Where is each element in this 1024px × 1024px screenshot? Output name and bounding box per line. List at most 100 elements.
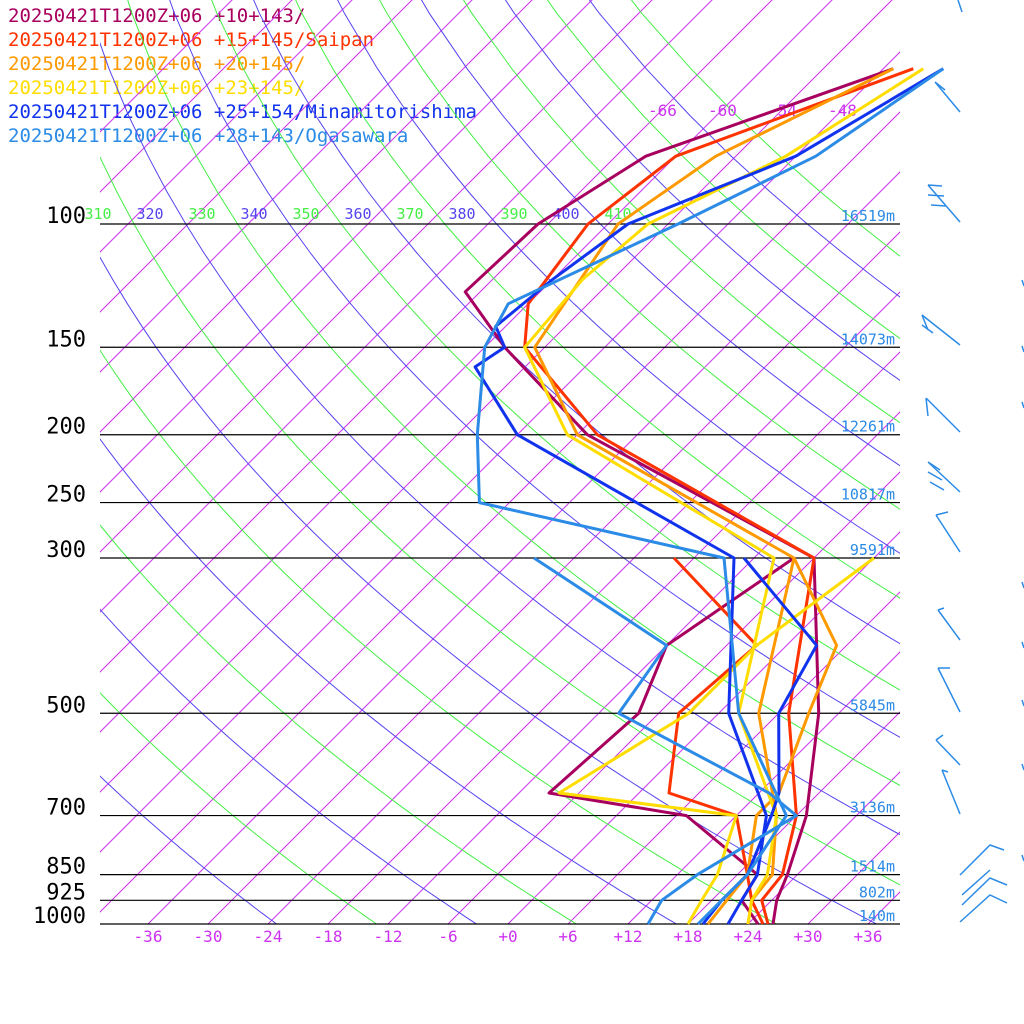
theta-label: 310	[84, 205, 111, 223]
x-tick-label: +18	[674, 927, 703, 946]
isotherm	[507, 531, 900, 924]
isotherm	[100, 0, 533, 433]
dry-adiabat	[100, 349, 777, 924]
x-tick-label: +36	[854, 927, 883, 946]
dewpoint-line	[706, 557, 839, 925]
temperature-line	[473, 67, 945, 925]
pressure-label: 300	[46, 538, 86, 563]
pressure-label: 850	[46, 855, 86, 880]
pressure-label: 250	[46, 483, 86, 508]
dry-adiabat	[588, 0, 900, 298]
temperature-line	[475, 67, 945, 926]
x-tick-label: -18	[314, 927, 343, 946]
wind-barb	[961, 869, 1008, 906]
dry-adiabat	[100, 438, 677, 924]
pressure-label: 100	[46, 204, 86, 229]
isotherm	[100, 0, 893, 793]
legend-entry: 20250421T1200Z+06 +28+143/Ogasawara	[8, 125, 409, 147]
temperature-line	[463, 67, 894, 925]
height-label: 1514m	[850, 858, 895, 876]
x-tick-label: -36	[134, 927, 163, 946]
theta-label: 350	[292, 205, 319, 223]
isotherm	[100, 0, 773, 673]
dry-adiabat	[337, 0, 900, 554]
wind-barb	[925, 397, 961, 433]
theta-label: 340	[240, 205, 267, 223]
pressure-label: 500	[46, 693, 86, 718]
wind-barb	[927, 461, 961, 493]
x-tick-label: -30	[194, 927, 223, 946]
pressure-label: 700	[46, 796, 86, 821]
pressure-label: 925	[46, 880, 86, 905]
dry-adiabat	[100, 256, 877, 924]
isotherm	[327, 351, 900, 924]
grid	[100, 0, 900, 924]
theta-label: 370	[396, 205, 423, 223]
pressure-label: 200	[46, 415, 86, 440]
isotherm	[100, 0, 413, 313]
wind-barb	[959, 844, 1005, 876]
legend-entry: 20250421T1200Z+06 +15+145/Saipan	[8, 29, 375, 51]
height-label: 5845m	[850, 696, 895, 714]
height-label: 16519m	[841, 207, 895, 225]
wind-barbs	[921, 0, 1024, 923]
x-tick-label: +12	[614, 927, 643, 946]
dry-adiabat	[630, 0, 900, 257]
wind-barb	[934, 81, 961, 113]
isotherm	[867, 891, 900, 924]
theta-label: 390	[500, 205, 527, 223]
dry-adiabat	[100, 692, 377, 924]
x-tick-label: +24	[734, 927, 763, 946]
dry-adiabat	[100, 156, 900, 886]
dry-adiabat	[100, 775, 277, 924]
height-label: 12261m	[841, 418, 895, 436]
profiles	[463, 67, 945, 926]
isotherm-label: -66	[648, 101, 677, 120]
dry-adiabat	[100, 524, 577, 924]
isotherm	[100, 0, 713, 613]
temperature-line	[523, 67, 925, 925]
height-label: 10817m	[841, 486, 895, 504]
height-label: 3136m	[850, 799, 895, 817]
isotherm	[100, 0, 293, 193]
temperature-line	[523, 67, 914, 925]
isotherm	[100, 0, 353, 253]
isotherm	[447, 471, 900, 924]
theta-label: 330	[188, 205, 215, 223]
theta-label: 380	[448, 205, 475, 223]
theta-label: 360	[344, 205, 371, 223]
isotherm	[687, 711, 900, 924]
height-label: 9591m	[850, 541, 895, 559]
wind-barb	[935, 734, 961, 766]
x-tick-label: +6	[558, 927, 577, 946]
height-label: 14073m	[841, 330, 895, 348]
x-tick-label: -6	[438, 927, 457, 946]
pressure-label: 1000	[33, 904, 86, 929]
x-tick-label: -24	[254, 927, 283, 946]
legend-entry: 20250421T1200Z+06 +10+143/	[8, 5, 306, 27]
theta-label: 320	[136, 205, 163, 223]
wind-barb	[959, 894, 1008, 923]
temperature-line	[533, 67, 894, 925]
height-label: 140m	[859, 907, 895, 925]
height-label: 802m	[859, 883, 895, 901]
x-tick-label: +30	[794, 927, 823, 946]
wind-barb	[941, 769, 961, 815]
legend-entry: 20250421T1200Z+06 +23+145/	[8, 77, 306, 99]
x-tick-label: -12	[374, 927, 403, 946]
dry-adiabat	[379, 0, 900, 510]
x-tick-label: +0	[498, 927, 517, 946]
pressure-label: 150	[46, 327, 86, 352]
isotherm-label: -48	[828, 101, 857, 120]
dewpoint-line	[557, 556, 875, 925]
wind-barb	[921, 314, 961, 346]
isotherm	[567, 591, 900, 924]
isotherm	[100, 51, 900, 853]
wind-barb	[935, 511, 961, 553]
dry-adiabat	[504, 0, 900, 381]
wind-barb	[927, 184, 961, 223]
isotherm	[100, 0, 233, 133]
isotherm-label: -60	[708, 101, 737, 120]
wind-barb	[957, 0, 963, 13]
